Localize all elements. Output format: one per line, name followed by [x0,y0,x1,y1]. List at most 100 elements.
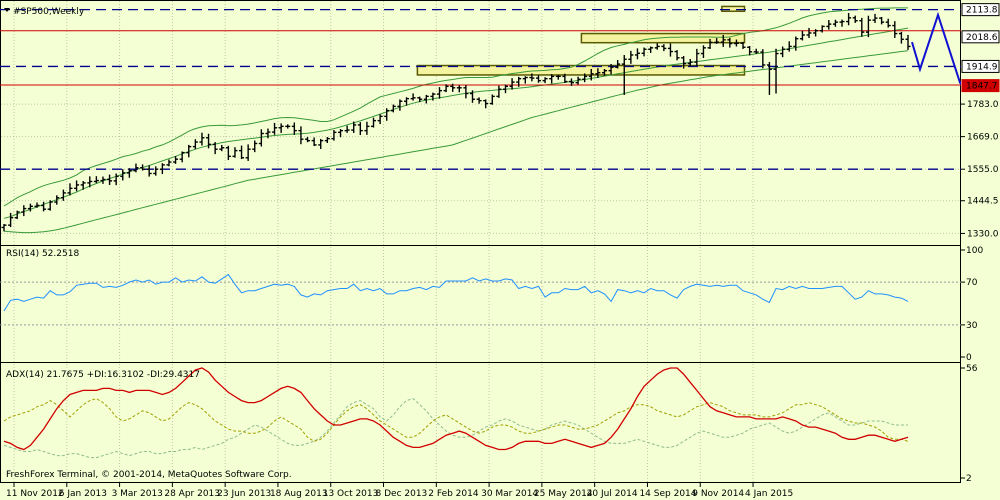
ohlc-bar [206,133,212,149]
horizontal-levels[interactable] [0,8,961,170]
price-axis[interactable]: 1330.0 1444.5 1555.0 1669.0 1783.0 [961,100,999,239]
forecast-arrow-path[interactable] [911,11,963,86]
ohlc-bar [628,50,634,64]
ohlc-bar [483,99,489,109]
ohlc-bar [615,60,621,69]
ohlc-bar [74,180,80,192]
ohlc-bar [727,37,733,48]
adx-line [3,367,909,451]
ohlc-bar [113,173,119,186]
ohlc-bar [582,73,588,83]
ohlc-bar [641,47,647,57]
chart-title: #SP500,Weekly [4,7,85,17]
ohlc-bar [826,20,832,30]
adx-tick-label: 56 [966,364,978,374]
ohlc-bar [265,128,271,139]
ohlc-bar [516,76,522,87]
ohlc-bar [179,151,185,163]
ohlc-bar [47,200,53,211]
ohlc-bar [733,39,739,47]
ohlc-bar [806,27,812,38]
price-tick-label: 1330.0 [967,229,999,239]
ohlc-bar [687,58,693,67]
ohlc-bar [166,159,172,167]
ohlc-bar [258,129,264,147]
ohlc-bar [905,34,911,50]
ohlc-bar [357,122,363,136]
ohlc-bar [700,45,706,58]
ohlc-bar [272,122,278,135]
ohlc-bar [885,18,891,28]
ohlc-bar [839,19,845,27]
rsi-pane [0,273,961,326]
consolidation-zone[interactable] [416,64,746,76]
ohlc-bar [575,76,581,85]
ohlc-bar [397,99,403,111]
ohlc-bar [232,147,238,158]
ohlc-bar [872,13,878,23]
ohlc-bar [305,136,311,143]
ohlc-bar [529,73,535,82]
ohlc-bar [634,48,640,60]
ohlc-bar [384,108,390,121]
ohlc-bar [463,85,469,99]
chart-menu-triangle-icon[interactable] [4,8,10,12]
ohlc-bar [252,140,258,153]
time-tick-label: 25 May 2014 [534,489,593,499]
ohlc-bar [21,205,27,217]
rsi-levels [0,281,961,326]
ohlc-bar [443,84,449,93]
ohlc-bar [898,31,904,44]
bollinger-upper-line [3,7,908,207]
ohlc-bar [100,176,106,184]
ohlc-bar [694,48,700,67]
ohlc-bars [1,12,911,232]
adx-axis: 56 2 [961,364,978,484]
ohlc-bar [879,16,885,25]
ohlc-bar [80,181,86,190]
adx-tick-label: 2 [966,474,972,484]
ohlc-bar [661,44,667,52]
ohlc-bar [371,117,377,128]
ohlc-bar [766,61,772,95]
ohlc-bar [186,144,192,158]
time-tick-label: 20 Jul 2014 [587,489,638,499]
ohlc-bar [192,139,198,150]
ohlc-bar [450,83,456,92]
ohlc-bar [780,46,786,58]
ohlc-bar [199,132,205,146]
adx-title: ADX(14) 21.7675 +DI:16.3102 -DI:29.4317 [6,370,200,380]
ohlc-bar [351,121,357,133]
time-tick-label: 3 Mar 2013 [112,489,163,499]
ohlc-bar [404,97,410,106]
ohlc-bar [786,41,792,52]
bollinger-bands [3,7,909,234]
price-label-text: 1847.7 [966,82,998,92]
ohlc-bar [390,104,396,113]
ohlc-bar [681,56,687,69]
ohlc-bar [107,174,113,185]
ohlc-bar [773,48,779,94]
ohlc-bar [549,74,555,84]
ohlc-bar [153,166,159,176]
ohlc-bar [285,124,291,129]
rsi-tick-label: 100 [966,246,983,256]
ohlc-bar [509,78,515,90]
ohlc-bar [714,38,720,44]
ohlc-bar [364,121,370,135]
time-tick-label: 11 Nov 2012 [6,489,64,499]
consolidation-zone[interactable] [721,5,746,13]
ohlc-bar [423,94,429,104]
ohlc-bar [813,29,819,37]
ohlc-bar [588,68,594,81]
ohlc-bar [667,43,673,57]
rsi-tick-label: 30 [966,321,978,331]
time-tick-label: 6 Jan 2013 [59,489,107,499]
price-label-text: 1914.9 [966,62,998,72]
rsi-tick-label: 0 [966,353,972,363]
ohlc-bar [747,45,753,56]
chart-border [0,0,961,483]
ohlc-bar [8,212,14,228]
